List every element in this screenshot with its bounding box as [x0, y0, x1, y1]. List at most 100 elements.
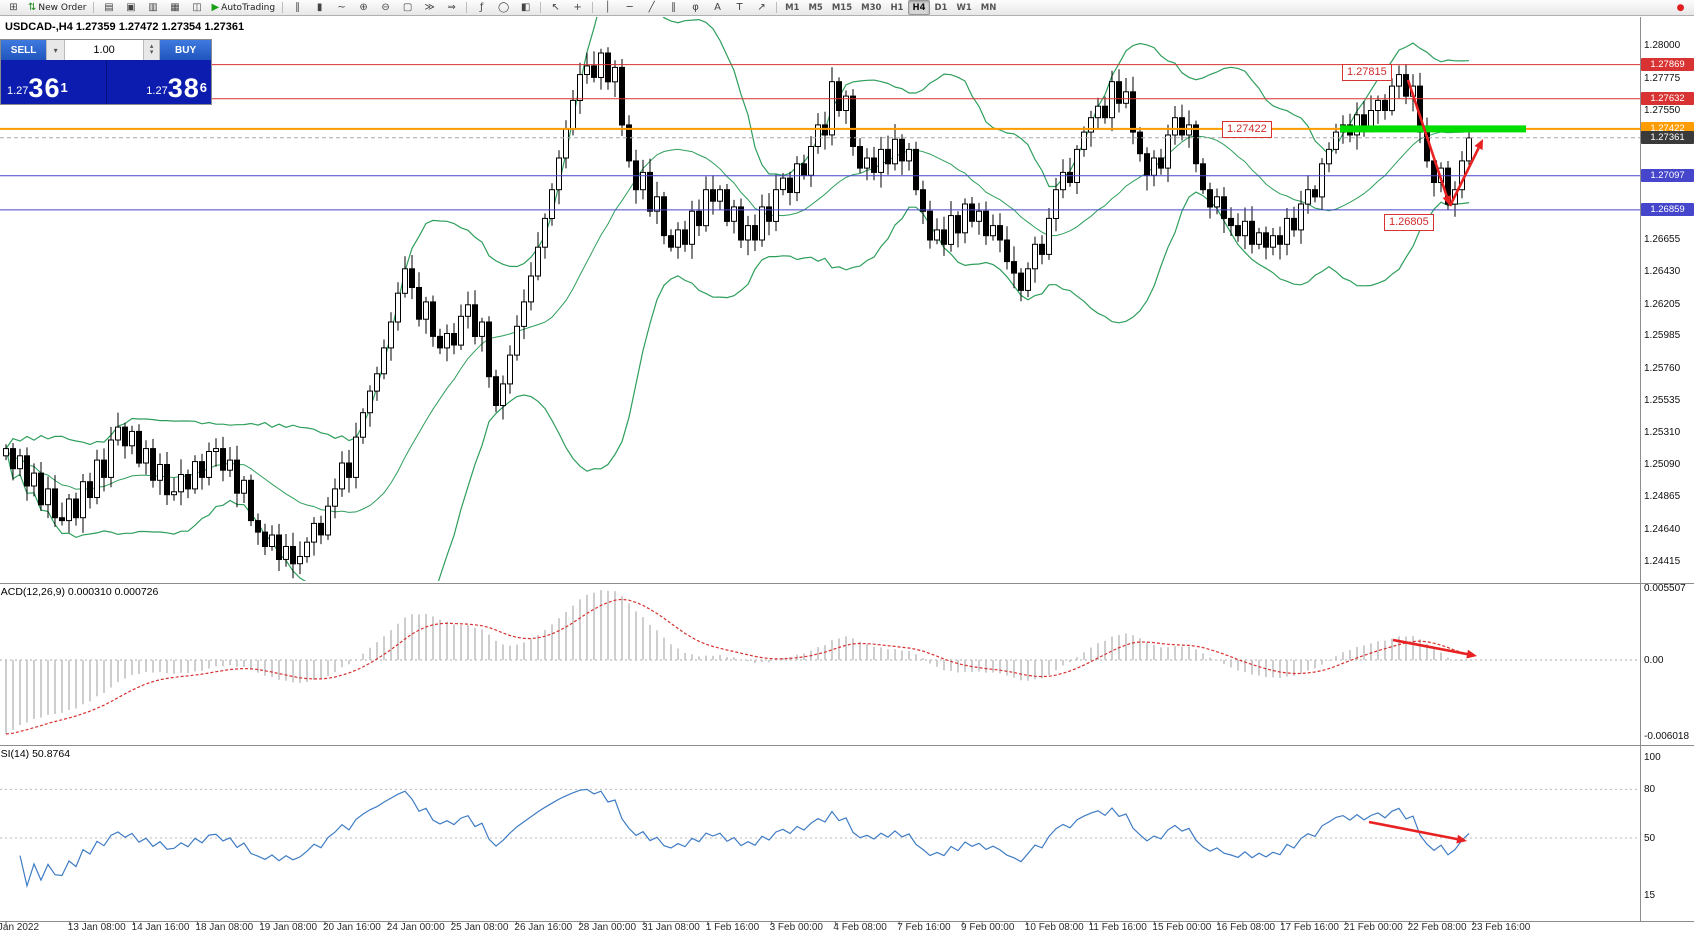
new-order-button[interactable]: ⇅ New Order	[25, 0, 89, 16]
crosshair-icon: +	[573, 2, 582, 13]
trendline-icon[interactable]: ╱	[641, 0, 662, 16]
chart-shift-icon[interactable]: ⇒	[441, 0, 462, 16]
data-window-icon: ▣	[126, 2, 136, 13]
new-chart-icon[interactable]: ⊞	[3, 0, 24, 16]
channel-icon[interactable]: ∥	[663, 0, 684, 16]
terminal-icon[interactable]: ▦	[164, 0, 185, 16]
arrows-icon: ↗	[757, 2, 766, 13]
crosshair-icon[interactable]: +	[567, 0, 588, 16]
timeframe-w1-button[interactable]: W1	[956, 2, 972, 13]
navigator-icon[interactable]: ▥	[142, 0, 163, 16]
line-chart-icon[interactable]: ~	[331, 0, 352, 16]
rsi-label: RSI(14) 50.8764	[0, 748, 71, 760]
rsi-line	[19, 788, 1470, 889]
rsi-panel-layer	[0, 788, 1640, 889]
text-icon[interactable]: A	[707, 0, 728, 16]
templates-icon[interactable]: ◧	[515, 0, 536, 16]
timeframe-m15-button[interactable]: M15	[831, 2, 853, 13]
buy-price-big: 38	[167, 73, 200, 103]
timeframe-mn-button[interactable]: MN	[980, 2, 997, 13]
zoom-in-icon: ⊕	[359, 2, 368, 13]
buy-price[interactable]: 1.27 38 6	[107, 73, 212, 104]
toolbar-separator	[776, 2, 778, 13]
trendline-icon: ╱	[648, 2, 655, 13]
horizontal-line-icon[interactable]: ─	[619, 0, 640, 16]
buy-button[interactable]: BUY	[160, 40, 211, 60]
sell-button[interactable]: SELL	[1, 40, 47, 60]
zoom-out-icon[interactable]: ⊖	[375, 0, 396, 16]
auto-scroll-icon[interactable]: ≫	[419, 0, 440, 16]
line-chart-icon: ~	[337, 2, 346, 13]
toolbar-separator	[592, 2, 594, 13]
trend-arrows[interactable]	[1368, 79, 1483, 844]
toolbar-separator	[540, 2, 542, 13]
bollinger-middle-band	[5, 131, 1470, 513]
price-divider	[105, 60, 107, 104]
label-icon: T	[736, 2, 743, 13]
indicators-icon: ƒ	[479, 2, 484, 13]
timeframe-d1-button[interactable]: D1	[934, 2, 948, 13]
timeframe-m1-button[interactable]: M1	[785, 2, 800, 13]
autotrading-button-label: AutoTrading	[221, 2, 276, 13]
price-chart-layer	[0, 17, 1640, 581]
timeframe-m5-button[interactable]: M5	[808, 2, 823, 13]
bar-chart-icon[interactable]: ∥	[287, 0, 308, 16]
volume-input[interactable]	[65, 40, 144, 60]
data-window-icon[interactable]: ▣	[120, 0, 141, 16]
bollinger-lower-band	[5, 191, 1470, 581]
zoom-in-icon[interactable]: ⊕	[353, 0, 374, 16]
trade-controls-row: SELL ▾ ▴ ▾ BUY	[1, 40, 211, 60]
cursor-icon[interactable]: ↖	[545, 0, 566, 16]
stepper-up-icon: ▴	[149, 43, 154, 50]
toolbar-separator	[282, 2, 284, 13]
macd-panel-layer	[0, 590, 1640, 735]
autotrading-button-icon: ▶	[211, 2, 220, 13]
bar-chart-icon: ∥	[295, 2, 301, 13]
fibonacci-icon[interactable]: φ	[685, 0, 706, 16]
vertical-line-icon[interactable]: │	[597, 0, 618, 16]
timeframe-m30-button[interactable]: M30	[861, 2, 882, 13]
strategy-tester-icon: ◫	[192, 2, 202, 13]
market-watch-icon[interactable]: ▤	[98, 0, 119, 16]
chart-ohlc-title: USDCAD-,H4 1.27359 1.27472 1.27354 1.273…	[5, 21, 245, 33]
toolbar: ⊞ ⇅ New Order ▤ ▣ ▥ ▦ ◫ ▶ AutoTrading ∥ ▮ ~ ⊕ ⊖ ▢ ≫ ⇒ ƒ ◯ ◧ ↖…	[0, 0, 1694, 16]
timeframe-h4-button[interactable]: H4	[908, 0, 930, 15]
indicators-icon[interactable]: ƒ	[471, 0, 492, 16]
buy-price-prefix: 1.27	[146, 85, 168, 97]
horizontal-line-icon: ─	[626, 2, 633, 13]
record-dot-icon: ●	[1676, 2, 1685, 13]
timeframe-h1-button[interactable]: H1	[890, 2, 904, 13]
label-icon[interactable]: T	[729, 0, 750, 16]
stepper-down-icon: ▾	[149, 49, 154, 56]
periods-icon[interactable]: ◯	[493, 0, 514, 16]
cursor-icon: ↖	[551, 2, 560, 13]
record-icon[interactable]: ●	[1670, 0, 1691, 16]
terminal-icon: ▦	[170, 2, 180, 13]
trade-prices-row: 1.27 36 1 1.27 38 6	[1, 60, 211, 104]
market-watch-icon: ▤	[104, 2, 114, 13]
toolbar-separator	[466, 2, 468, 13]
new-chart-icon: ⊞	[9, 2, 18, 13]
volume-dropdown[interactable]: ▾	[46, 40, 66, 60]
sell-price[interactable]: 1.27 36 1	[1, 75, 106, 104]
autotrading-button[interactable]: ▶ AutoTrading	[208, 0, 278, 16]
volume-stepper[interactable]: ▴ ▾	[143, 40, 161, 60]
toolbar-separator	[93, 2, 95, 13]
candlestick-chart-icon[interactable]: ▮	[309, 0, 330, 16]
bollinger-upper-band	[5, 17, 1470, 449]
fibonacci-icon: φ	[692, 2, 699, 13]
sell-price-prefix: 1.27	[7, 85, 29, 97]
tile-windows-icon[interactable]: ▢	[397, 0, 418, 16]
periods-icon: ◯	[497, 2, 510, 13]
channel-icon: ∥	[671, 2, 677, 13]
buy-price-sup: 6	[199, 80, 207, 95]
chart-shift-icon: ⇒	[447, 2, 456, 13]
one-click-trading-panel: SELL ▾ ▴ ▾ BUY 1.27 36 1 1.27 38 6	[0, 39, 212, 105]
support-zone-bar[interactable]	[1340, 125, 1526, 133]
new-order-button-label: New Order	[38, 2, 87, 13]
strategy-tester-icon[interactable]: ◫	[186, 0, 207, 16]
arrows-icon[interactable]: ↗	[751, 0, 772, 16]
macd-signal-line	[5, 598, 1470, 735]
